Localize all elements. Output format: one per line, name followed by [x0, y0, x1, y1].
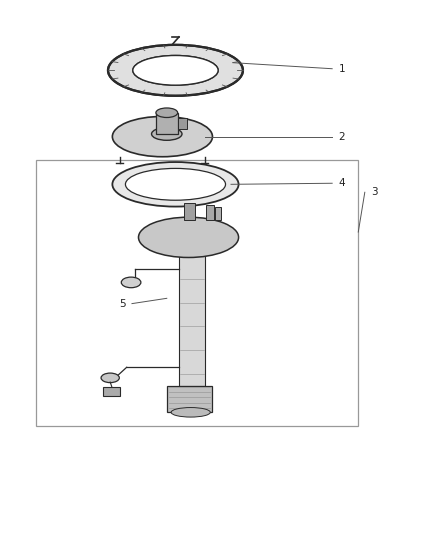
- Bar: [36, 160, 358, 425]
- Text: 2: 2: [339, 132, 345, 142]
- Ellipse shape: [133, 55, 218, 85]
- Text: 3: 3: [371, 187, 378, 197]
- Bar: [103, 387, 120, 396]
- Ellipse shape: [121, 277, 141, 288]
- Bar: [156, 113, 178, 134]
- Bar: [178, 118, 187, 128]
- Text: 4: 4: [339, 178, 345, 188]
- Ellipse shape: [171, 408, 210, 417]
- Ellipse shape: [113, 116, 212, 157]
- Ellipse shape: [108, 45, 243, 96]
- Bar: [184, 203, 194, 220]
- Ellipse shape: [101, 373, 119, 383]
- Ellipse shape: [138, 217, 239, 257]
- Ellipse shape: [125, 168, 226, 200]
- Bar: [215, 207, 221, 220]
- Ellipse shape: [152, 127, 182, 140]
- Bar: [206, 205, 214, 220]
- Ellipse shape: [156, 108, 178, 117]
- Bar: [167, 386, 212, 413]
- Text: 5: 5: [119, 298, 126, 309]
- Text: 1: 1: [339, 64, 345, 74]
- Bar: [179, 252, 205, 386]
- Ellipse shape: [133, 55, 218, 85]
- Ellipse shape: [113, 162, 239, 207]
